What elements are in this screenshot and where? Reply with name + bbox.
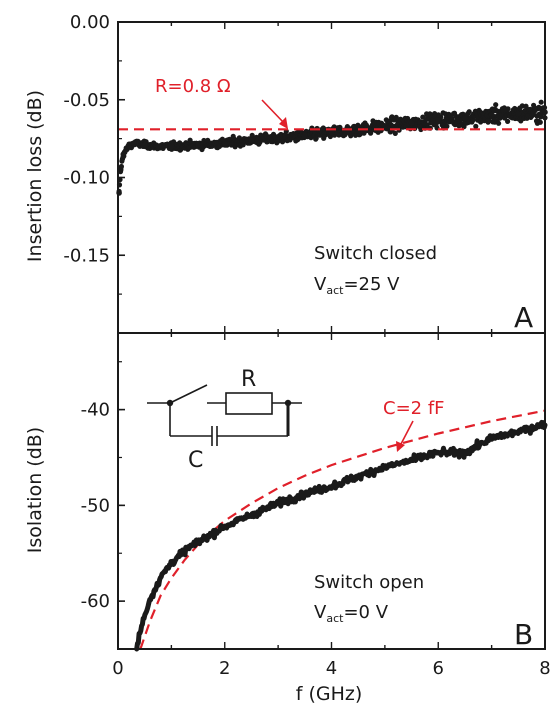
x-tick-label: 8 bbox=[539, 658, 550, 679]
panel-b: -40 -50 -60 R C C=2 fF Switch open Vact=0 … bbox=[24, 333, 548, 652]
x-tick-label: 6 bbox=[433, 658, 444, 679]
panel-b-data bbox=[134, 419, 548, 652]
voltage-b: Vact=0 V bbox=[314, 602, 389, 625]
data-point-a bbox=[408, 120, 415, 126]
measured-curve-b bbox=[134, 419, 548, 652]
node-right bbox=[284, 399, 292, 407]
y-tick-label-b: -60 bbox=[81, 591, 110, 612]
x-tick-label: 2 bbox=[219, 658, 230, 679]
panel-b-fit bbox=[139, 409, 546, 650]
data-point-a bbox=[473, 123, 479, 129]
fit-arrow-b bbox=[400, 420, 414, 445]
data-point-a bbox=[493, 102, 499, 108]
xlabel: f (GHz) bbox=[296, 683, 363, 705]
data-point-a bbox=[523, 103, 529, 109]
panel-letter-b: B bbox=[514, 618, 533, 651]
panel-b-ticks: -40 -50 -60 bbox=[81, 333, 546, 649]
x-axis: 0 2 4 6 8 bbox=[112, 658, 550, 679]
switch-blade bbox=[169, 384, 208, 404]
fit-arrowhead-b bbox=[396, 441, 405, 452]
ylabel-b: Isolation (dB) bbox=[24, 427, 46, 553]
condition-b: Switch open bbox=[314, 572, 424, 593]
circuit-inset bbox=[147, 384, 302, 446]
data-point-a bbox=[435, 117, 442, 123]
resistor-symbol bbox=[225, 392, 273, 415]
panel-a-data bbox=[116, 99, 548, 196]
data-point-a bbox=[392, 130, 398, 136]
data-point-a bbox=[505, 118, 511, 124]
y-tick-label-b: -40 bbox=[81, 400, 110, 421]
condition-a: Switch closed bbox=[314, 243, 437, 264]
data-point-a bbox=[195, 142, 201, 148]
panel-letter-a: A bbox=[514, 301, 533, 334]
data-point-a bbox=[515, 110, 522, 117]
data-point-a bbox=[117, 166, 124, 173]
x-tick-label: 4 bbox=[326, 658, 337, 679]
data-point-a bbox=[155, 143, 161, 150]
data-point-a bbox=[275, 135, 281, 142]
x-tick-label: 0 bbox=[112, 658, 123, 679]
data-point-a bbox=[393, 114, 399, 120]
data-point-a bbox=[444, 123, 450, 129]
data-point-a bbox=[120, 151, 127, 157]
panel-a: 0.00 -0.05 -0.10 -0.15 R=0.8 Ω Switch close… bbox=[24, 12, 548, 334]
data-point-a bbox=[496, 120, 502, 126]
y-tick-label-a: -0.05 bbox=[63, 90, 110, 111]
fit-arrow-a bbox=[261, 99, 285, 124]
data-point-a bbox=[537, 119, 543, 125]
data-point-a bbox=[328, 129, 335, 136]
y-tick-label-a: -0.10 bbox=[63, 168, 110, 189]
data-point-a bbox=[505, 106, 511, 112]
data-point-a bbox=[488, 112, 495, 119]
capacitor-label: C bbox=[188, 448, 203, 473]
data-point-a bbox=[131, 140, 137, 147]
data-point-a bbox=[168, 143, 175, 150]
data-point-a bbox=[382, 123, 388, 129]
data-point-a bbox=[125, 143, 132, 150]
data-point-a bbox=[219, 136, 225, 142]
y-tick-label-a: 0.00 bbox=[70, 12, 110, 33]
y-tick-label-b: -50 bbox=[81, 495, 110, 516]
data-point-a bbox=[222, 140, 228, 147]
fit-arrowhead-a bbox=[279, 117, 288, 129]
data-point-a bbox=[248, 137, 255, 143]
y-tick-label-a: -0.15 bbox=[63, 245, 110, 266]
resistor-label: R bbox=[241, 367, 256, 392]
panel-b-frame bbox=[117, 332, 546, 650]
panel-a-ticks: 0.00 -0.05 -0.10 -0.15 bbox=[63, 12, 546, 333]
ylabel-a: Insertion loss (dB) bbox=[24, 90, 46, 262]
fit-curve-b bbox=[139, 409, 546, 650]
voltage-a: Vact=25 V bbox=[314, 274, 400, 297]
data-point-a bbox=[141, 142, 148, 148]
data-point-a bbox=[302, 132, 308, 139]
data-point-a bbox=[352, 132, 359, 138]
data-point-a bbox=[486, 117, 492, 123]
node-left bbox=[166, 399, 174, 407]
data-point-a bbox=[240, 142, 246, 148]
fit-label-a: R=0.8 Ω bbox=[155, 76, 231, 97]
data-point-a bbox=[538, 99, 544, 105]
fit-label-b: C=2 fF bbox=[383, 398, 445, 419]
data-point-a bbox=[466, 109, 472, 115]
data-point-a bbox=[462, 115, 468, 122]
